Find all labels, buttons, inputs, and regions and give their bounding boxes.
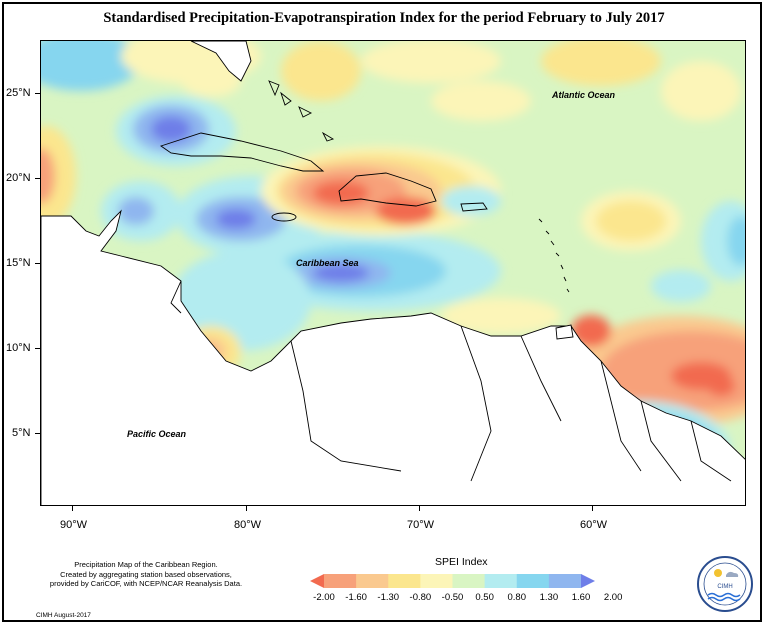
cloud-icon [726,571,739,577]
legend-swatch [324,574,357,588]
lon-label-80: 80°W [234,519,262,531]
credit-text: CIMH August-2017 [36,612,91,619]
legend-swatch [484,574,518,588]
legend-colorbar [310,574,595,588]
legend-tick-label: -0.50 [441,592,464,603]
lon-tick [592,506,593,511]
lon-tick [72,506,73,511]
cimh-logo: CIMH [697,556,753,612]
legend-swatch [388,574,421,588]
lat-tick [35,93,40,94]
legend-swatch [420,574,453,588]
caption-line: Created by aggregating station based obs… [60,569,232,579]
legend-tick-label: -1.30 [377,592,400,603]
lon-tick [419,506,420,511]
map-area[interactable] [40,40,746,506]
legend-swatch [516,574,550,588]
legend-swatch [452,574,486,588]
legend-tick-label: 2.00 [603,592,623,603]
lat-label-20: 20°N [6,172,31,184]
legend-tick-label: -0.80 [409,592,432,603]
lat-tick [35,263,40,264]
lat-label-25: 25°N [6,87,31,99]
map-title: Standardised Precipitation-Evapotranspir… [103,10,665,26]
legend-tick-label: 1.60 [571,592,591,603]
lon-label-70: 70°W [407,519,435,531]
spei-map [41,41,745,505]
label-atlantic-ocean: Atlantic Ocean [552,90,616,100]
lat-tick [35,433,40,434]
caption-line: Precipitation Map of the Caribbean Regio… [74,560,218,569]
legend-swatch [356,574,389,588]
lon-tick [246,506,247,511]
lon-label-90: 90°W [60,519,88,531]
page-frame [2,2,762,622]
legend-tick-label: -2.00 [313,592,335,603]
land [41,41,745,505]
lat-tick [35,178,40,179]
legend-tick-label: 0.50 [475,592,494,603]
legend-swatch [581,574,595,588]
sun-icon [714,569,722,577]
caption-line: provided by CariCOF, with NCEP/NCAR Rean… [49,579,243,588]
lat-label-10: 10°N [6,342,31,354]
legend-tick-label: -1.60 [345,592,367,603]
lat-tick [35,348,40,349]
legend-title: SPEI Index [435,556,488,568]
logo-text: CIMH [717,584,732,590]
legend-swatch [548,574,582,588]
legend-swatch [310,574,324,588]
legend-tick-label: 1.30 [539,592,559,603]
lon-label-60: 60°W [580,519,608,531]
lat-label-15: 15°N [6,257,31,269]
florida [190,41,252,82]
lat-label-5: 5°N [12,427,31,439]
map-caption: Precipitation Map of the Caribbean Regio… [16,560,276,589]
label-caribbean-sea: Caribbean Sea [296,258,359,268]
legend-tick-label: 0.80 [507,592,527,603]
waves-icon [707,592,741,602]
label-pacific-ocean: Pacific Ocean [127,429,187,439]
